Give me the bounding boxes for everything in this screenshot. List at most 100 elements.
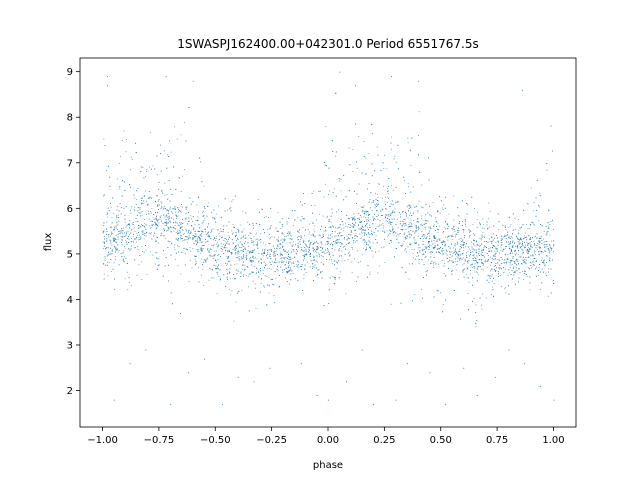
data-point (519, 227, 521, 228)
data-point (482, 231, 484, 233)
data-point (472, 248, 474, 250)
data-point (238, 231, 240, 233)
data-point (449, 257, 451, 258)
data-point (334, 249, 336, 251)
data-point (505, 262, 507, 263)
data-point (180, 238, 182, 239)
data-point (445, 299, 447, 301)
data-point (329, 237, 331, 239)
data-point (424, 222, 426, 224)
data-point (548, 249, 550, 251)
data-point (539, 250, 541, 252)
data-point (300, 237, 302, 239)
data-point (401, 211, 403, 213)
data-point (287, 266, 289, 268)
data-point (280, 243, 282, 245)
data-point (352, 248, 353, 250)
data-point (332, 225, 334, 227)
data-point (273, 295, 275, 296)
data-point (130, 156, 132, 158)
data-point (107, 247, 109, 249)
data-point (156, 155, 158, 157)
data-point (519, 228, 521, 229)
data-point (110, 247, 112, 249)
data-point (274, 248, 275, 250)
data-point (456, 233, 458, 235)
data-point (330, 242, 332, 244)
data-point (532, 237, 533, 239)
data-point (385, 203, 386, 205)
data-point (125, 231, 127, 233)
data-point (321, 270, 323, 272)
data-point (357, 218, 359, 219)
data-point (535, 261, 537, 262)
data-point (271, 264, 273, 266)
data-point (402, 211, 404, 212)
data-point (354, 235, 356, 237)
data-point (196, 204, 198, 206)
data-point (322, 247, 324, 249)
data-point (229, 260, 231, 262)
data-point (277, 212, 279, 214)
data-point (341, 211, 342, 212)
data-point (531, 267, 532, 269)
data-point (409, 222, 411, 224)
data-point (323, 251, 325, 253)
data-point (544, 265, 546, 266)
data-point (201, 231, 203, 232)
data-point (166, 167, 168, 169)
data-point (203, 259, 205, 261)
data-point (466, 203, 468, 204)
data-point (243, 275, 244, 277)
data-point (473, 243, 475, 245)
data-point (405, 212, 406, 213)
data-point (507, 259, 509, 260)
data-point (112, 213, 114, 215)
data-point (395, 201, 397, 203)
data-point (495, 270, 497, 271)
data-point (167, 240, 169, 242)
data-point (200, 230, 202, 232)
data-point (454, 231, 456, 232)
data-point (460, 237, 462, 239)
data-point (402, 223, 404, 225)
data-point (539, 247, 541, 249)
data-point (364, 240, 366, 242)
data-point (241, 290, 243, 292)
data-point (292, 244, 294, 246)
data-point (134, 209, 136, 211)
data-point (491, 251, 492, 253)
data-point (441, 250, 442, 252)
data-point (137, 246, 138, 247)
data-point (544, 244, 546, 246)
data-point (349, 164, 351, 166)
data-point (381, 215, 382, 216)
data-point (171, 227, 173, 228)
data-point (318, 234, 320, 236)
data-point (134, 227, 135, 229)
data-point (246, 275, 247, 276)
data-point (501, 238, 503, 240)
data-point (394, 232, 396, 234)
data-point (505, 238, 507, 239)
data-point (410, 230, 412, 231)
data-point (332, 231, 333, 232)
data-point (418, 227, 420, 229)
data-point (201, 241, 203, 243)
data-point (443, 226, 445, 228)
data-point (281, 260, 283, 262)
data-point (285, 267, 287, 269)
data-point (458, 238, 460, 240)
data-point (269, 227, 271, 229)
data-point (423, 277, 424, 278)
data-point (163, 150, 165, 152)
data-point (188, 281, 190, 283)
data-point (528, 250, 530, 252)
data-point (264, 267, 265, 269)
data-point (246, 252, 248, 254)
data-point (523, 261, 525, 263)
data-point (414, 258, 416, 260)
data-point (540, 235, 542, 237)
data-point (197, 249, 199, 251)
data-point (403, 223, 405, 225)
